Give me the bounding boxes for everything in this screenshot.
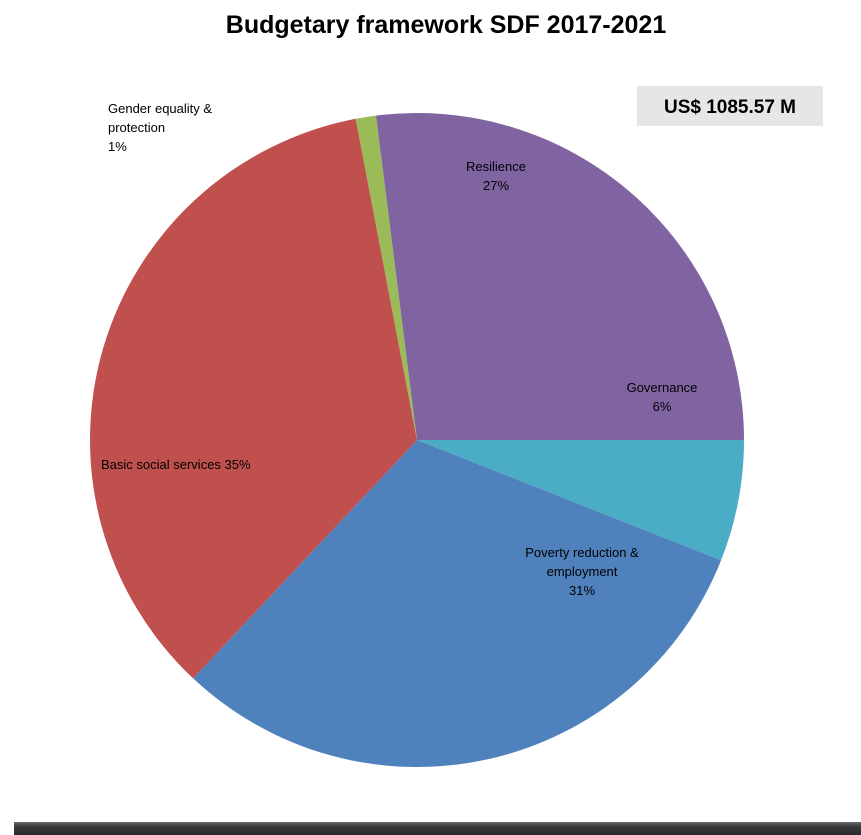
bottom-bar (14, 822, 861, 835)
slice-resilience (376, 112, 744, 440)
slice-label-line: Basic social services 35% (101, 457, 251, 472)
slice-label-line: Governance (627, 380, 698, 395)
slice-label-poverty-reduction-and-employment: Poverty reduction & employment 31% (525, 545, 639, 598)
slice-label-line: protection (108, 120, 165, 135)
slice-label-line: 1% (108, 139, 127, 154)
total-box (637, 86, 823, 126)
slice-gender-equality-and-protection (355, 115, 417, 440)
slice-label-governance: Governance 6% (627, 380, 698, 414)
slice-basic-social-services (89, 118, 417, 679)
chart-title: Budgetary framework SDF 2017-2021 (226, 11, 667, 39)
slice-label-line: 27% (483, 178, 509, 193)
slice-poverty-reduction-and-employment (193, 440, 722, 767)
slice-governance (417, 440, 744, 561)
slice-label-line: 6% (653, 399, 672, 414)
slice-label-resilience: Resilience 27% (466, 159, 526, 193)
pie-labels: Governance 6% Poverty reduction & employmen… (101, 101, 697, 598)
total-amount: US$ 1085.57 M (664, 97, 796, 118)
slice-label-basic-social-services: Basic social services 35% (101, 457, 251, 472)
slice-label-line: Poverty reduction & (525, 545, 639, 560)
slice-label-line: Resilience (466, 159, 526, 174)
slice-label-line: employment (547, 564, 618, 579)
slice-label-line: 31% (569, 583, 595, 598)
slice-label-gender-equality-and-protection: Gender equality & protection 1% (108, 101, 212, 154)
slice-label-line: Gender equality & (108, 101, 212, 116)
pie-slices (89, 112, 744, 767)
